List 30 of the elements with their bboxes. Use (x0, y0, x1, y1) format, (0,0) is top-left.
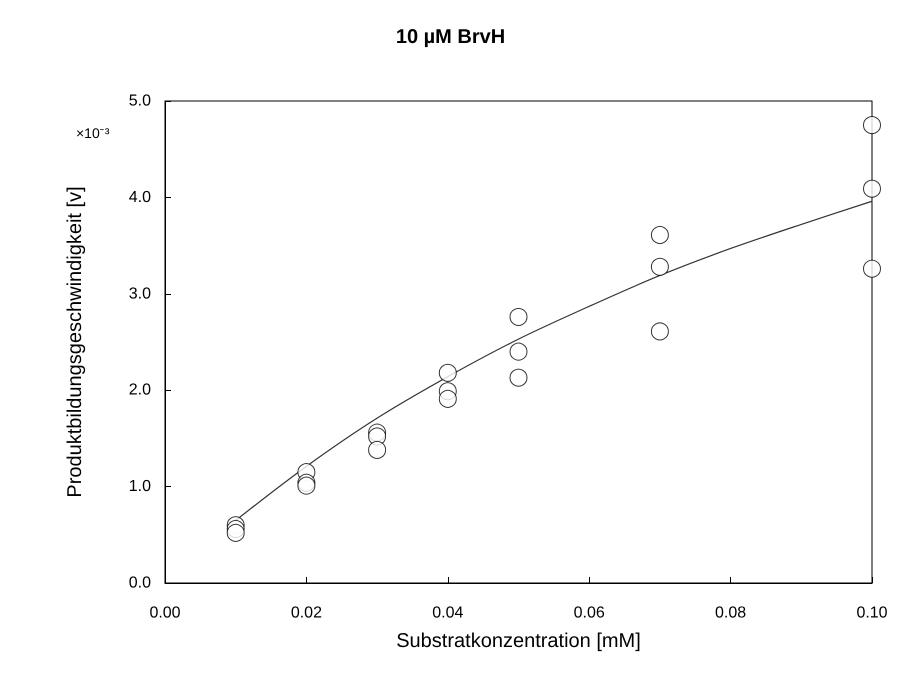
x-axis-title: Substratkonzentration [mM] (396, 630, 641, 652)
point (368, 440, 386, 459)
point (863, 180, 881, 198)
point (297, 476, 316, 495)
x-tick-label: 0.06 (574, 604, 605, 622)
x-tick-label: 0.00 (149, 604, 181, 622)
point (510, 308, 528, 326)
point (226, 524, 245, 542)
point (863, 116, 881, 134)
x-tick-label: 0.08 (715, 604, 746, 622)
chart-title: 10 µM BrvH (396, 26, 506, 48)
point (438, 364, 457, 382)
y-axis-title: Produktbildungsgeschwindigkeit [v] (64, 186, 86, 498)
point (438, 390, 457, 408)
point (510, 368, 528, 387)
point (863, 260, 881, 278)
y-tick-label: 0.0 (128, 574, 152, 592)
y-tick-label: 2.0 (128, 382, 152, 399)
point (650, 226, 669, 244)
x-tick-label: 0.02 (290, 604, 322, 622)
x-tick-label: 0.10 (856, 604, 888, 622)
y-tick-label: 3.0 (128, 285, 152, 302)
y-tick-label: 4.0 (128, 188, 152, 206)
y-tick-label: 1.0 (128, 478, 152, 496)
x-tick-label: 0.04 (432, 604, 464, 622)
text: ×10⁻³ (76, 125, 110, 141)
point (650, 322, 669, 340)
point (650, 258, 669, 276)
y-tick-label: 5.0 (128, 92, 152, 110)
point (510, 342, 528, 361)
